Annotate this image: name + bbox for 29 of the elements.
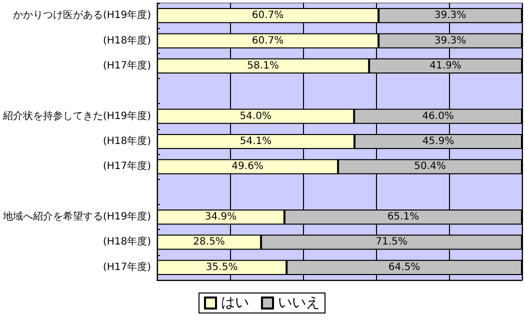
data-label: 39.3% [434,35,466,46]
data-label: 64.5% [388,262,420,273]
data-label: 39.3% [434,10,466,22]
y-tick-label: (H17年度) [103,260,152,273]
data-label: 65.1% [387,212,420,223]
legend-label: いいえ [278,295,320,311]
y-tick-label: (H17年度) [103,160,152,172]
legend-label: はい [221,295,249,311]
y-tick-label: かかりつけ医がある(H19年度) [13,9,152,22]
data-label: 49.6% [232,161,264,172]
y-tick-label: (H17年度) [103,59,152,72]
data-label: 35.5% [206,262,238,273]
data-label: 54.1% [240,136,272,147]
data-label: 45.9% [422,136,454,147]
data-label: 71.5% [376,236,408,248]
data-label: 60.7% [252,10,284,22]
data-label: 54.0% [240,110,272,122]
y-tick-label: 紹介状を持参してきた(H19年度) [2,110,152,122]
y-tick-label: (H18年度) [103,135,152,147]
data-label: 60.7% [252,35,284,46]
y-tick-label: 地域へ紹介を希望する(H19年度) [2,210,152,223]
data-label: 34.9% [204,212,237,223]
data-label: 50.4% [414,161,446,172]
y-tick-label: (H18年度) [103,236,152,248]
data-label: 28.5% [193,236,225,248]
data-label: 58.1% [247,60,279,72]
y-tick-label: (H18年度) [103,34,152,46]
data-label: 46.0% [422,110,454,122]
data-label: 41.9% [430,60,462,72]
